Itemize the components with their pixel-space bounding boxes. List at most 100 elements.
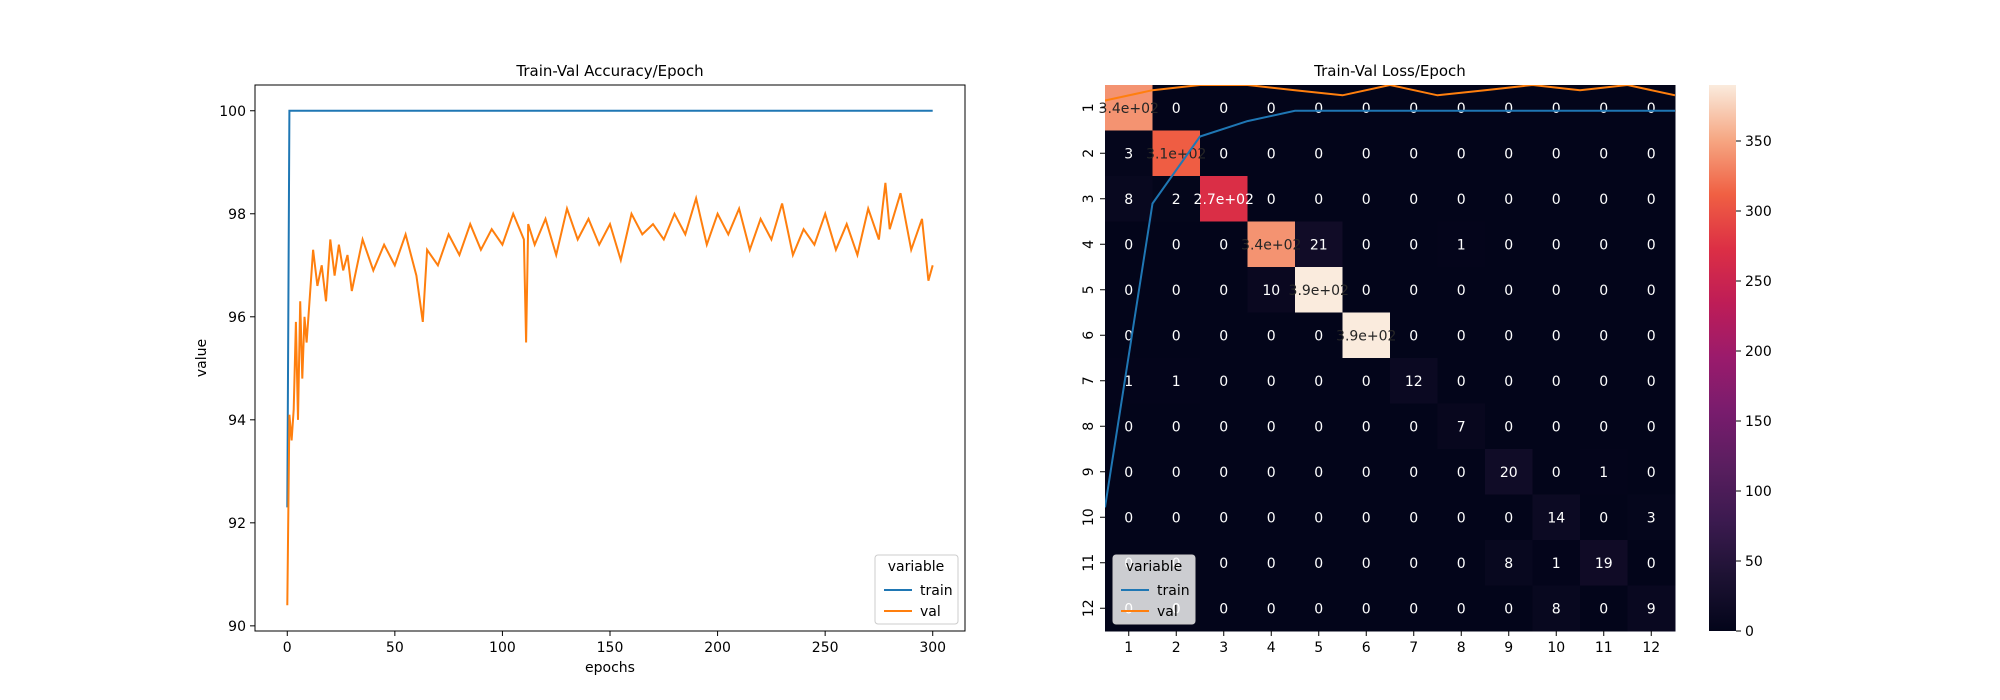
heatmap-cell <box>1390 585 1438 632</box>
heatmap-cell <box>1485 85 1533 131</box>
colorbar-tick-label: 350 <box>1745 134 1772 150</box>
column-tick-label: 8 <box>1457 640 1466 656</box>
heatmap-cell <box>1247 312 1296 359</box>
heatmap-cell-annotation: 21 <box>1310 237 1328 253</box>
heatmap-cell <box>1390 267 1438 313</box>
heatmap-cell <box>1105 358 1153 404</box>
heatmap-cell-annotation: 0 <box>1267 192 1276 208</box>
row-tick-label: 1 <box>1081 103 1097 112</box>
column-tick-label: 11 <box>1595 640 1613 656</box>
heatmap-cell-annotation: 0 <box>1267 510 1276 526</box>
heatmap-cell <box>1437 312 1486 359</box>
heatmap-cell-annotation: 0 <box>1457 601 1466 617</box>
heatmap-cell <box>1342 312 1391 359</box>
row-tick-label: 7 <box>1081 376 1097 385</box>
y-tick-label: 92 <box>228 516 246 532</box>
heatmap-cell-annotation: 0 <box>1362 146 1371 162</box>
heatmap-cell-annotation: 2 <box>1172 192 1181 208</box>
heatmap-cell-annotation: 0 <box>1267 101 1276 117</box>
column-tick-label: 12 <box>1642 640 1660 656</box>
loss-legend-box <box>1112 554 1196 625</box>
heatmap-cell <box>1295 221 1343 268</box>
heatmap-cell-annotation: 0 <box>1504 328 1513 344</box>
heatmap-cell-annotation: 0 <box>1267 419 1276 435</box>
heatmap-cell <box>1390 494 1438 541</box>
heatmap-cell-annotation: 0 <box>1504 101 1513 117</box>
heatmap-cell <box>1295 449 1343 495</box>
heatmap-cell-annotation: 0 <box>1409 328 1418 344</box>
heatmap-cell <box>1627 312 1676 359</box>
heatmap-cell <box>1580 85 1628 131</box>
heatmap-cell <box>1437 267 1486 313</box>
heatmap-annotations: 3.4e+02 0 0 0 0 0 0 0 0 0 0 0 3 3.1e+02 0 0 0 0 0 0 0 0 0 0 8 2 2.… <box>1099 101 1656 618</box>
heatmap-cell <box>1627 267 1676 313</box>
heatmap-cell-annotation: 0 <box>1409 192 1418 208</box>
heatmap-cell-annotation: 0 <box>1314 192 1323 208</box>
heatmap-cell-annotation: 0 <box>1362 283 1371 299</box>
heatmap-cell-annotation: 0 <box>1504 283 1513 299</box>
heatmap-cell-annotation: 12 <box>1405 374 1423 390</box>
heatmap-cell-annotation: 0 <box>1314 510 1323 526</box>
heatmap-cell-annotation: 0 <box>1552 419 1561 435</box>
heatmap-cell-annotation: 0 <box>1409 465 1418 481</box>
heatmap-cell-annotation: 0 <box>1124 465 1133 481</box>
heatmap-cell-annotation: 0 <box>1647 146 1656 162</box>
y-tick-label: 100 <box>219 104 246 120</box>
heatmap-cell <box>1390 176 1438 222</box>
heatmap-cell-annotation: 3.9e+02 <box>1336 328 1396 344</box>
heatmap-cell <box>1200 403 1248 450</box>
heatmap-cell <box>1200 312 1248 359</box>
heatmap-cell <box>1152 176 1201 222</box>
heatmap-cell <box>1485 449 1533 495</box>
heatmap-cell <box>1390 130 1438 177</box>
heatmap-cell <box>1247 176 1296 222</box>
heatmap-cell <box>1627 358 1676 404</box>
accuracy-x-label: epochs <box>585 660 635 676</box>
heatmap-cell <box>1105 221 1153 268</box>
heatmap-cell <box>1295 176 1343 222</box>
heatmap-cell-annotation: 0 <box>1552 101 1561 117</box>
heatmap-cell-annotation: 0 <box>1599 328 1608 344</box>
heatmap-cell <box>1247 449 1296 495</box>
heatmap-cell <box>1342 358 1391 404</box>
x-tick-label: 300 <box>919 640 946 656</box>
heatmap-cell-annotation: 9 <box>1647 601 1656 617</box>
heatmap-cell-annotation: 0 <box>1362 374 1371 390</box>
heatmap-cell-annotation: 0 <box>1457 510 1466 526</box>
loss-legend: variable train val <box>1112 554 1196 625</box>
heatmap-cell <box>1627 540 1676 586</box>
heatmap-cell-annotation: 20 <box>1500 465 1518 481</box>
row-tick-label: 2 <box>1081 149 1097 158</box>
heatmap-cell <box>1342 267 1391 313</box>
heatmap-cell <box>1485 176 1533 222</box>
heatmap-cell-annotation: 0 <box>1219 556 1228 572</box>
heatmap-cell-annotation: 14 <box>1547 510 1565 526</box>
heatmap-cell <box>1200 540 1248 586</box>
heatmap-cell-annotation: 0 <box>1647 192 1656 208</box>
heatmap-cell-annotation: 0 <box>1552 465 1561 481</box>
heatmap-cell-annotation: 7 <box>1457 419 1466 435</box>
heatmap-cell <box>1580 358 1628 404</box>
heatmap-cell-annotation: 0 <box>1552 328 1561 344</box>
heatmap-cell <box>1485 312 1533 359</box>
heatmap-cell-annotation: 19 <box>1595 556 1613 572</box>
heatmap-cell-annotation: 3.9e+02 <box>1289 283 1349 299</box>
heatmap-cell <box>1580 130 1628 177</box>
accuracy-chart-title: Train-Val Accuracy/Epoch <box>515 62 703 80</box>
heatmap-cell-annotation: 0 <box>1552 283 1561 299</box>
heatmap-cell <box>1105 403 1153 450</box>
heatmap-cell <box>1532 403 1581 450</box>
heatmap-cell-annotation: 0 <box>1362 192 1371 208</box>
heatmap-cell-annotation: 0 <box>1267 374 1276 390</box>
heatmap-cell-annotation: 0 <box>1647 556 1656 572</box>
heatmap-cell-annotation: 0 <box>1124 237 1133 253</box>
heatmap-cell-annotation: 0 <box>1172 328 1181 344</box>
heatmap-cell-annotation: 0 <box>1124 419 1133 435</box>
column-tick-label: 10 <box>1547 640 1565 656</box>
heatmap-cell <box>1437 221 1486 268</box>
heatmap-cell <box>1152 449 1201 495</box>
heatmap-cell-annotation: 0 <box>1124 283 1133 299</box>
heatmap-cell <box>1200 267 1248 313</box>
colorbar-ticks: 0 50 100 150 200 250 300 350 <box>1736 134 1772 640</box>
